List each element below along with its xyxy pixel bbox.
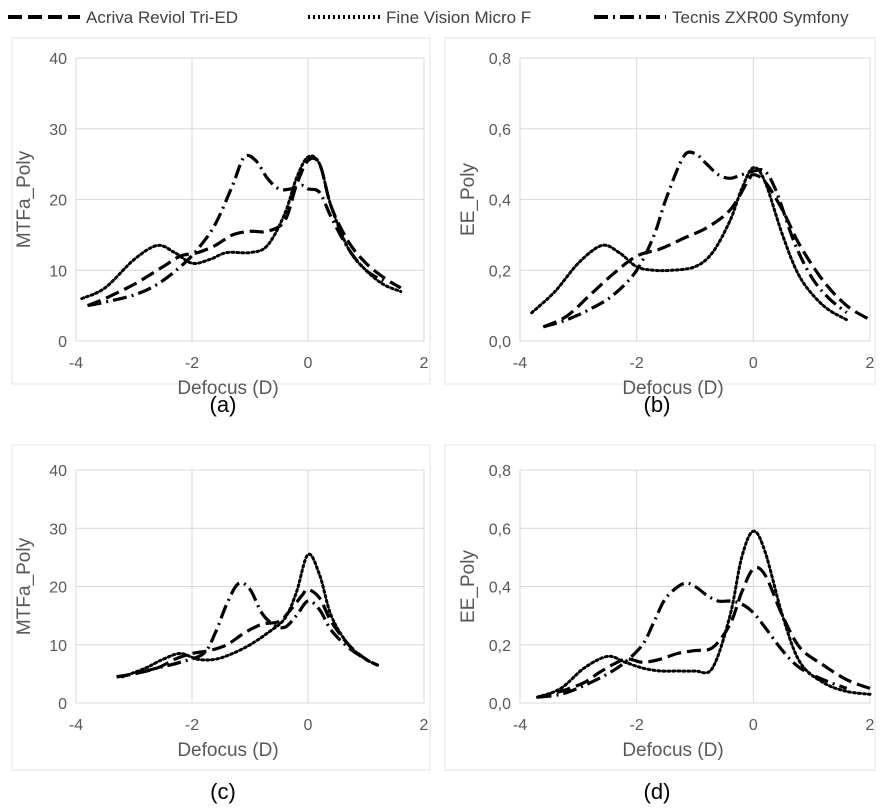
chart-frame: [444, 444, 876, 771]
series-line-2: [536, 529, 872, 699]
x-axis-title: Defocus (D): [177, 378, 278, 399]
x-tick-label: -4: [513, 355, 527, 372]
y-tick-label: 0: [58, 696, 67, 713]
x-tick-label: -2: [630, 717, 644, 734]
y-tick-label: 0,0: [489, 334, 511, 351]
y-tick-label: 40: [49, 51, 67, 68]
legend-item-2: Tecnis ZXR00 Symfony: [594, 8, 849, 27]
legend-label-0: Acriva Reviol Tri-ED: [86, 8, 238, 27]
y-tick-label: 0,6: [489, 122, 511, 139]
caption-c: (c): [210, 779, 236, 804]
x-axis-title: Defocus (D): [622, 740, 723, 761]
y-tick-label: 0,2: [489, 263, 511, 280]
y-tick-label: 20: [49, 193, 67, 210]
chart-panel-d: -4 -2 0 2 0,0 0,2 0,4 0,6 0,8 Defocus (D) EE_Poly: [444, 444, 876, 771]
series-line-1: [86, 156, 402, 308]
x-tick-label: 0: [749, 717, 758, 734]
caption-a: (a): [209, 392, 237, 417]
x-tick-label: -2: [630, 355, 644, 372]
legend-label-2: Tecnis ZXR00 Symfony: [672, 8, 849, 27]
chart-legend: Acriva Reviol Tri-ED Fine Vision Micro F…: [8, 8, 849, 27]
series-line-1: [542, 173, 871, 329]
series-line-3: [542, 150, 848, 329]
y-tick-label: 0,4: [489, 193, 511, 210]
chart-frame: [11, 444, 431, 771]
x-tick-label: -2: [185, 355, 199, 372]
y-tick-label: 0,8: [489, 51, 511, 68]
series-line-3: [87, 153, 385, 308]
chart-frame: [444, 37, 876, 385]
x-axis-title: Defocus (D): [177, 740, 278, 761]
y-tick-label: 10: [49, 638, 67, 655]
y-tick-label: 30: [49, 122, 67, 139]
x-tick-label: 2: [866, 717, 875, 734]
y-axis-title: EE_Poly: [458, 163, 479, 236]
legend-label-1: Fine Vision Micro F: [386, 8, 531, 27]
x-tick-label: 2: [420, 717, 429, 734]
series-line-1: [537, 565, 871, 699]
series-line-2: [120, 552, 380, 679]
series-line-2: [80, 154, 403, 301]
y-tick-label: 0,6: [489, 521, 511, 538]
x-tick-label: 0: [304, 717, 313, 734]
y-tick-label: 0,8: [489, 463, 511, 480]
chart-frame: [11, 37, 431, 385]
series-line-3: [537, 581, 848, 699]
y-tick-label: 0,4: [489, 580, 511, 597]
y-axis-title: MTFa_Poly: [14, 537, 35, 635]
y-tick-label: 20: [49, 580, 67, 597]
y-axis-title: EE_Poly: [458, 550, 479, 623]
y-tick-label: 0,2: [489, 638, 511, 655]
series-line-1: [116, 587, 379, 679]
series-line-3: [116, 581, 379, 679]
x-tick-label: 0: [304, 355, 313, 372]
x-tick-label: -2: [185, 717, 199, 734]
x-tick-label: -4: [69, 717, 83, 734]
x-tick-label: 2: [866, 355, 875, 372]
chart-panel-b: -4 -2 0 2 0,0 0,2 0,4 0,6 0,8 Defocus (D) EE_Poly: [444, 37, 876, 399]
y-tick-label: 10: [49, 263, 67, 280]
y-axis-title: MTFa_Poly: [14, 150, 35, 248]
y-tick-label: 30: [49, 521, 67, 538]
x-axis-title: Defocus (D): [622, 378, 723, 399]
x-tick-label: -4: [513, 717, 527, 734]
x-tick-label: -4: [69, 355, 83, 372]
legend-item-1: Fine Vision Micro F: [308, 8, 531, 27]
x-tick-label: 2: [420, 355, 429, 372]
y-tick-label: 0,0: [489, 696, 511, 713]
y-tick-label: 40: [49, 463, 67, 480]
y-tick-label: 0: [58, 334, 67, 351]
caption-d: (d): [643, 779, 671, 804]
x-tick-label: 0: [749, 355, 758, 372]
legend-item-0: Acriva Reviol Tri-ED: [8, 8, 238, 27]
series-line-2: [530, 166, 849, 322]
caption-b: (b): [643, 392, 671, 417]
